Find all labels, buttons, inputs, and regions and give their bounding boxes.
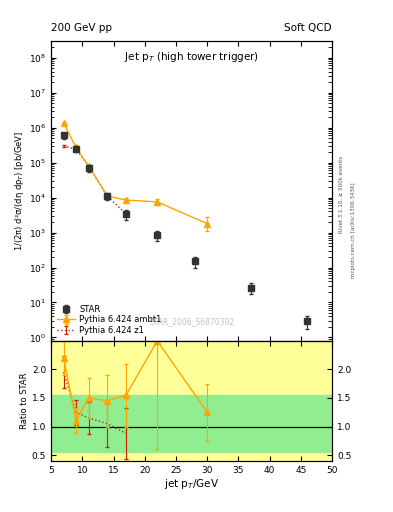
Text: 200 GeV pp: 200 GeV pp: [51, 23, 112, 33]
Y-axis label: Ratio to STAR: Ratio to STAR: [20, 373, 29, 429]
Text: STAR_2006_S6870392: STAR_2006_S6870392: [149, 317, 234, 326]
Text: Rivet 3.1.10, ≥ 500k events: Rivet 3.1.10, ≥ 500k events: [339, 156, 344, 233]
Text: mcplots.cern.ch [arXiv:1306.3436]: mcplots.cern.ch [arXiv:1306.3436]: [351, 183, 356, 278]
Y-axis label: 1/(2π) d²σ/(dη dp$_T$) [pb/GeV]: 1/(2π) d²σ/(dη dp$_T$) [pb/GeV]: [13, 131, 26, 251]
X-axis label: jet p$_T$/GeV: jet p$_T$/GeV: [164, 477, 219, 492]
Legend: STAR, Pythia 6.424 ambt1, Pythia 6.424 z1: STAR, Pythia 6.424 ambt1, Pythia 6.424 z…: [55, 303, 163, 337]
Text: Jet p$_T$ (high tower trigger): Jet p$_T$ (high tower trigger): [124, 50, 259, 64]
Text: Soft QCD: Soft QCD: [285, 23, 332, 33]
